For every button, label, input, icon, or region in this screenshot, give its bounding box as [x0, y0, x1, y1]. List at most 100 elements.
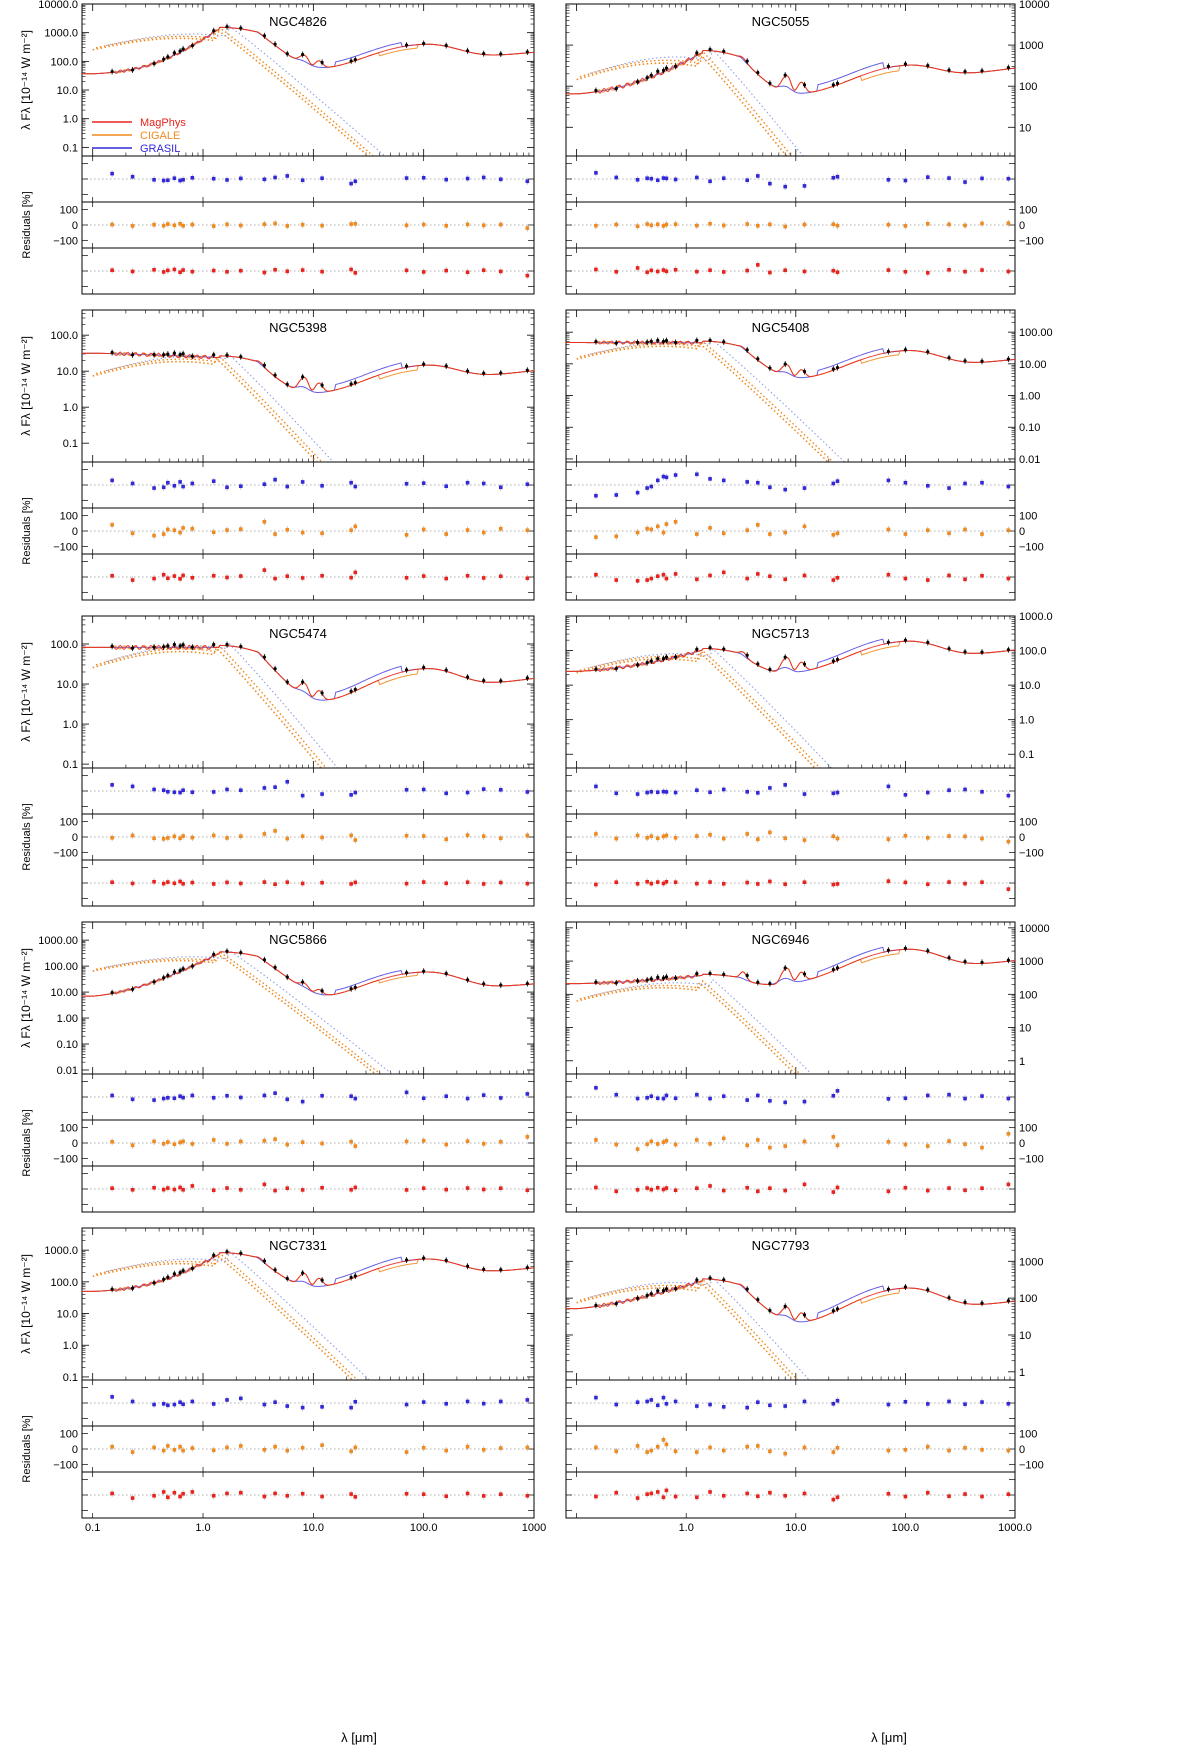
- residual-point: [802, 222, 807, 227]
- residual-point: [211, 1138, 216, 1142]
- residual-point: [783, 530, 787, 535]
- residual-point: [695, 881, 699, 886]
- panel-title: NGC5398: [269, 320, 327, 335]
- residual-point: [661, 789, 666, 794]
- residual-point: [886, 837, 891, 842]
- residual-point: [525, 1092, 530, 1096]
- residual-point: [498, 1492, 503, 1497]
- residual-point: [745, 1143, 749, 1148]
- residual-point: [783, 268, 787, 273]
- residual-point: [655, 880, 660, 884]
- residual-point: [161, 1187, 166, 1192]
- panel-title: NGC5055: [752, 14, 810, 29]
- residual-point: [594, 223, 598, 228]
- data-point: [661, 1289, 666, 1293]
- residual-point: [835, 882, 840, 886]
- grasil-stellar-dotted: [105, 1250, 370, 1380]
- residual-point: [166, 1403, 170, 1408]
- residual-point: [831, 882, 836, 887]
- residual-point: [925, 1444, 930, 1449]
- data-point: [886, 948, 891, 952]
- data-point: [172, 1272, 176, 1276]
- residual-point: [831, 1497, 836, 1502]
- residual-point: [756, 791, 760, 795]
- residual-point: [130, 224, 135, 228]
- data-point: [722, 49, 726, 53]
- residual-point: [925, 175, 930, 179]
- residual-point: [172, 1490, 177, 1495]
- residual-point: [768, 270, 772, 275]
- residual-point: [353, 524, 358, 529]
- residual-point: [708, 832, 712, 837]
- residual-point: [664, 222, 669, 227]
- residual-point: [498, 574, 503, 579]
- residual-point: [172, 176, 177, 181]
- residual-point: [421, 527, 426, 532]
- data-point: [262, 34, 266, 38]
- x-tick-label: 1000.0: [998, 1522, 1032, 1534]
- residual-point: [300, 268, 305, 272]
- residual-point: [498, 177, 503, 182]
- residual-point: [963, 1096, 967, 1101]
- residual-point: [404, 833, 409, 838]
- residual-point: [300, 1491, 305, 1496]
- residual-point: [178, 480, 182, 484]
- residual-point: [262, 222, 267, 227]
- residual-point: [721, 176, 726, 181]
- data-point: [285, 52, 289, 56]
- residual-point: [465, 880, 470, 885]
- residual-point: [262, 177, 267, 182]
- annotations-layer: λ [μm] λ [μm]: [341, 1730, 907, 1745]
- residual-point: [649, 834, 654, 839]
- residual-panel-magphys: [81, 553, 535, 601]
- residual-point: [645, 222, 649, 226]
- curves: [566, 945, 1015, 1074]
- cigale-stellar-dotted: [92, 27, 370, 156]
- residual-point: [708, 179, 712, 184]
- data-point: [722, 972, 726, 977]
- cigale-stellar-dotted: [92, 952, 377, 1074]
- res-tick-label: 100: [60, 817, 78, 829]
- data-point: [301, 1271, 305, 1275]
- data-point: [273, 965, 277, 970]
- residual-point: [594, 1185, 598, 1190]
- panels-layer: 0.1 1.0 10.0 100.0 1000.0 10000.0 NGC4826 λ Fλ …: [19, 0, 1053, 1534]
- residual-point: [262, 520, 267, 524]
- data-point: [695, 972, 699, 976]
- residual-panel-cigale: 100 0 −100: [565, 1119, 1044, 1167]
- residual-point: [404, 1188, 409, 1192]
- data-point: [783, 655, 787, 659]
- residual-point: [721, 223, 726, 228]
- residual-point: [349, 1187, 353, 1192]
- residual-point: [768, 574, 772, 579]
- residual-point: [756, 837, 760, 842]
- data-point: [649, 73, 653, 77]
- res-tick-label: −100: [1019, 235, 1044, 247]
- residual-point: [925, 578, 930, 582]
- residual-point: [903, 1494, 908, 1499]
- residual-point: [1006, 176, 1011, 181]
- residual-point: [947, 1186, 951, 1190]
- residual-point: [238, 1444, 243, 1448]
- data-point: [422, 1256, 426, 1260]
- residual-point: [238, 788, 243, 793]
- residual-point: [664, 1488, 669, 1493]
- residual-point: [421, 1400, 426, 1404]
- residual-point: [320, 1093, 324, 1098]
- residual-point: [481, 882, 486, 886]
- data-point: [273, 667, 277, 671]
- residual-point: [285, 574, 290, 579]
- residual-point: [886, 1448, 891, 1453]
- data-point: [110, 644, 114, 648]
- residual-point: [285, 836, 290, 841]
- residual-point: [353, 1096, 358, 1101]
- residual-point: [285, 527, 290, 532]
- residual-panel-grasil: [565, 767, 1016, 815]
- residual-point: [481, 223, 486, 228]
- residual-point: [166, 527, 170, 532]
- residual-point: [211, 1095, 216, 1100]
- residual-point: [353, 838, 358, 842]
- residual-point: [178, 1400, 182, 1405]
- residual-point: [285, 224, 290, 228]
